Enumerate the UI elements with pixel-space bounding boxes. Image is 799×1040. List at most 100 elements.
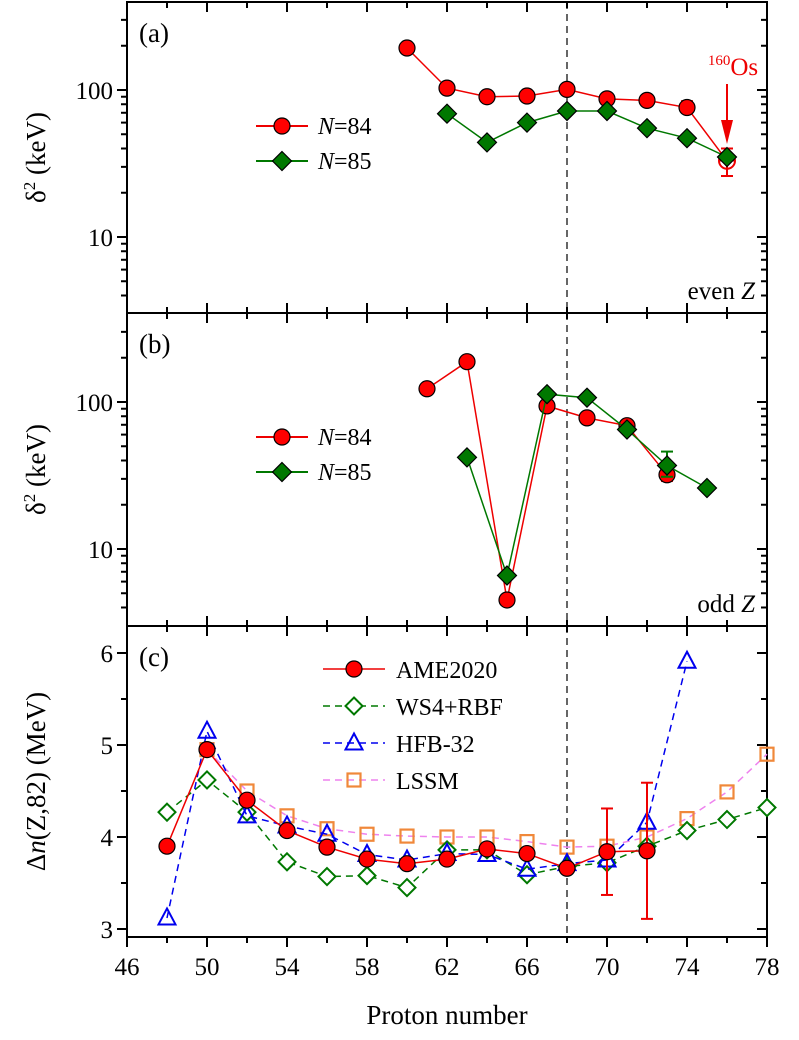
y-axis-title-sup: 2 [20,494,39,503]
legend-entry: N=85 [256,460,372,486]
y-axis-title-symbol: δ [21,190,51,203]
data-point [677,820,697,841]
y-axis-title-symbol: δ [21,502,51,515]
data-point [158,837,176,855]
y-tick-label: 3 [101,917,114,944]
legend-entry: N=84 [256,425,372,451]
panel-note-word: even [688,278,741,305]
y-tick-label: 6 [101,641,114,668]
series-ame2020 [158,740,656,920]
data-point [438,850,456,868]
data-point [616,419,638,440]
data-point [317,866,337,887]
data-point [516,857,538,877]
data-point [676,127,698,149]
annotation-label: 160Os [708,53,758,81]
series-line [206,749,768,848]
data-point [759,746,775,762]
x-tick-label: 54 [275,954,301,981]
legend-entry: N=85 [256,149,372,175]
plot-frame [126,1,768,314]
data-point [558,859,576,877]
x-tick-label: 70 [595,954,620,981]
annotation-sup: 160 [708,53,731,69]
x-tick-label: 78 [755,954,780,981]
panel-label: (b) [139,329,170,359]
x-tick-label: 46 [115,954,140,981]
x-tick-label: 58 [355,954,380,981]
data-point [678,98,696,117]
panel-note: even Z [688,278,756,305]
data-point [696,477,718,499]
panel-c: 3 4 5 6 (c) 46 50 54 58 62 66 70 74 78 Proton number Δn… [21,625,780,1030]
data-point [516,112,538,133]
legend-label: HFB-32 [396,732,475,758]
data-point [656,455,678,476]
series-line [166,779,768,889]
legend-label: LSSM [396,769,459,795]
data-point [196,719,218,739]
panel-note: odd Z [697,591,756,618]
data-point [558,80,576,98]
legend-marker [345,660,363,678]
series-lssm [199,741,775,855]
data-point [358,850,376,868]
y-axis-title: δ2 (keV) [20,424,51,515]
y-axis-title: Δn(Z,82) (MeV) [21,692,51,871]
panel-note-word: odd [697,591,741,618]
data-point [399,828,415,844]
data-point [556,100,578,122]
series-n-84 [398,39,736,177]
y-tick-label: 10 [88,225,113,252]
data-point [676,649,698,669]
data-point [757,797,777,818]
legend-entry: AME2020 [323,658,497,684]
legend-marker [273,428,291,446]
data-point [236,804,258,824]
data-point [458,353,476,371]
y-tick-label: 100 [76,390,114,417]
series-ws4-rbf [157,770,777,898]
data-point [359,826,375,842]
data-point [498,591,516,609]
legend-entry: N=84 [256,114,372,140]
legend-marker [271,461,293,483]
legend-marker [271,150,293,172]
data-point [157,802,177,823]
x-tick-label: 66 [515,954,540,981]
data-point [478,88,496,106]
data-point [518,87,536,105]
data-point [357,865,377,886]
data-point [476,132,498,153]
legend-label-rest: =84 [334,425,372,451]
legend-label: WS4+RBF [396,695,503,721]
data-point [496,565,518,586]
legend-label-italic: N [317,114,336,140]
legend-marker [344,696,364,716]
x-tick-label: 50 [195,954,220,981]
data-point [418,380,436,398]
data-point [278,821,296,840]
data-point [536,383,558,405]
data-point [238,791,256,809]
annotation-arrow-head [721,120,733,144]
legend-label-rest: =85 [334,149,372,175]
data-point [638,91,656,109]
data-point [197,770,217,790]
y-tick-label: 5 [101,733,114,760]
data-point [398,39,416,57]
y-axis-title-sup: 2 [20,182,39,191]
data-point [638,842,656,860]
y-axis-title-italic: n [21,840,51,854]
y-axis-title-rest: (Z,82) (MeV) [21,692,51,840]
legend-marker [273,117,291,135]
data-point [598,843,616,861]
legend-label-rest: =85 [334,460,372,486]
data-point [596,100,618,122]
data-point [436,103,458,125]
legend-label-italic: N [317,149,336,175]
data-point [156,906,178,926]
